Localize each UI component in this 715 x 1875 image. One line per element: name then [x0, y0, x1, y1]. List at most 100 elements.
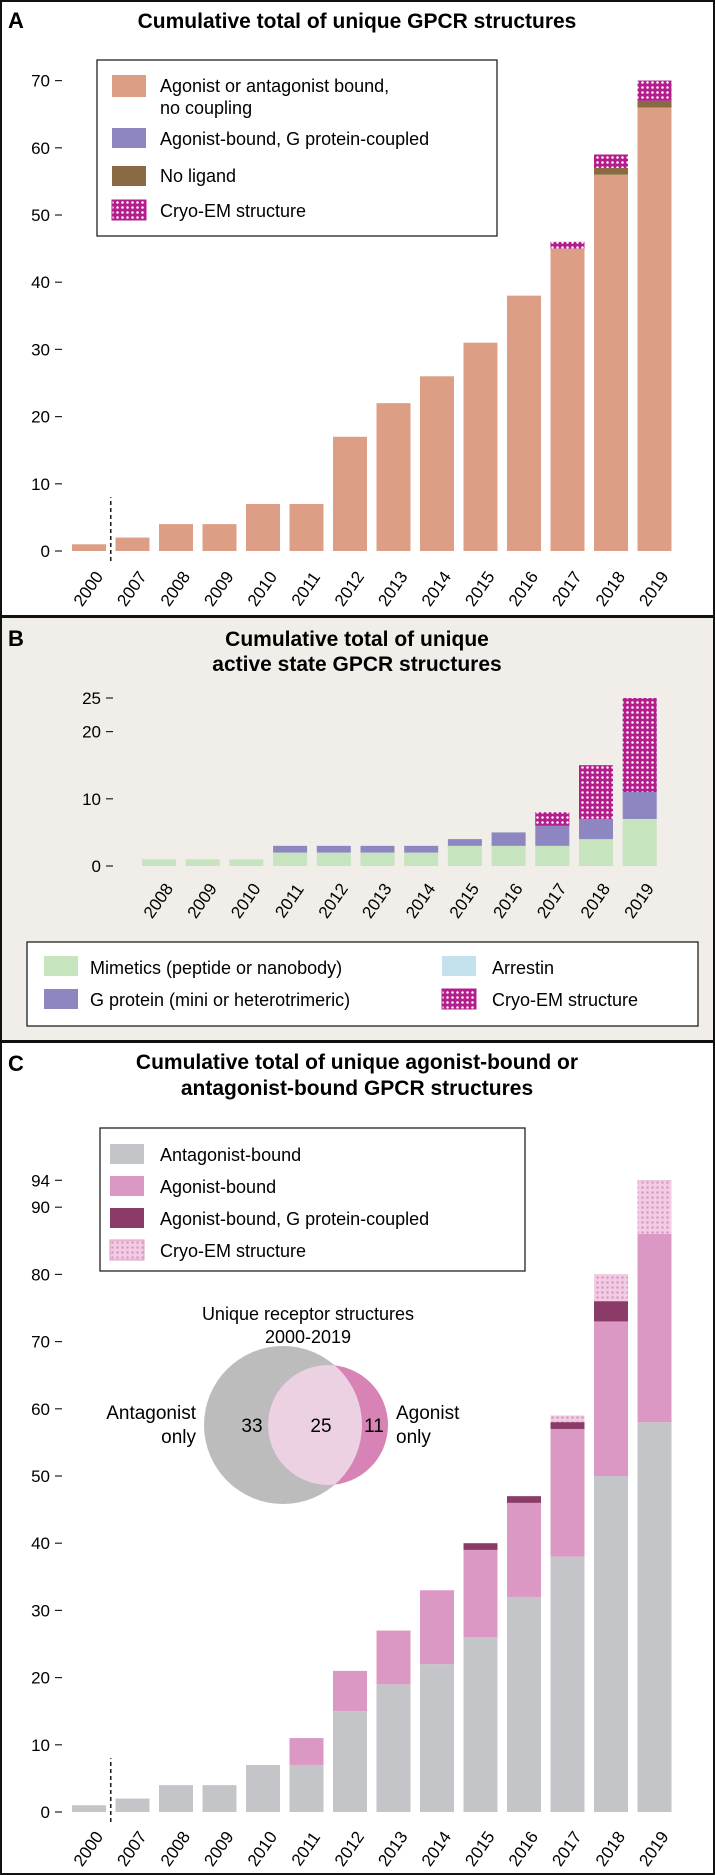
- bar-segment: [463, 1543, 498, 1550]
- bar-segment: [159, 1785, 193, 1812]
- panel-a-title: Cumulative total of unique GPCR structur…: [138, 10, 577, 33]
- bar-segment: [316, 852, 351, 866]
- bar-segment: [202, 1785, 237, 1812]
- legend-label: Agonist-bound: [160, 1177, 276, 1197]
- bar-segment: [637, 100, 672, 108]
- venn-right-label-line1: Agonist: [396, 1403, 460, 1424]
- bar-segment: [420, 1664, 454, 1812]
- bar-segment: [273, 845, 308, 853]
- bar-segment: [142, 859, 176, 866]
- legend-label: Cryo-EM structure: [492, 990, 638, 1010]
- cryo-em-segment: [622, 698, 657, 793]
- panel-a: A Cumulative total of unique GPCR struct…: [0, 0, 715, 617]
- legend-swatch: [112, 166, 146, 186]
- bar-segment: [637, 107, 672, 551]
- panel-c-bars: [72, 1180, 672, 1822]
- bar-segment: [360, 852, 395, 866]
- bar-segment: [420, 376, 454, 551]
- panel-b-letter: B: [8, 626, 24, 651]
- y-tick-label: 20: [82, 723, 101, 742]
- venn-title-line2: 2000-2019: [265, 1327, 351, 1347]
- y-tick-label: 0: [41, 1803, 50, 1822]
- bar-segment: [376, 403, 411, 551]
- y-tick-label: 40: [31, 1534, 50, 1553]
- bar-segment: [594, 1321, 628, 1476]
- bar-segment: [404, 845, 439, 853]
- panel-c-letter: C: [8, 1051, 24, 1076]
- panel-b: B Cumulative total of unique active stat…: [0, 616, 715, 1042]
- panel-c-title-line1: Cumulative total of unique agonist-bound…: [136, 1051, 578, 1074]
- venn-left-label-line1: Antagonist: [106, 1403, 197, 1424]
- legend-label: Antagonist-bound: [160, 1145, 301, 1165]
- y-tick-label: 25: [82, 689, 101, 708]
- panel-c-y-axis: 0 10 20 30 40 50 60 70 80 90 94: [31, 1171, 62, 1822]
- venn-diagram: Unique receptor structures 2000-2019 33 …: [106, 1304, 460, 1504]
- bar-segment: [289, 1738, 324, 1765]
- cryo-em-segment: [535, 812, 570, 826]
- panel-c-legend: Antagonist-bound Agonist-bound Agonist-b…: [99, 1127, 526, 1272]
- panel-a-bars: [72, 80, 672, 561]
- legend-box: [99, 1127, 526, 1272]
- cryo-em-segment: [579, 765, 613, 819]
- y-tick-label: 70: [31, 72, 50, 91]
- legend-label: Agonist or antagonist bound,: [160, 76, 389, 96]
- panel-a-y-axis: 0 10 20 30 40 50 60 70: [31, 72, 62, 561]
- bar-segment: [594, 167, 628, 175]
- bar-segment: [594, 1476, 628, 1812]
- legend-swatch: [112, 75, 146, 97]
- bar-segment: [507, 1496, 541, 1503]
- legend-label: Cryo-EM structure: [160, 1241, 306, 1261]
- y-tick-label: 70: [31, 1333, 50, 1352]
- panel-a-letter: A: [8, 8, 24, 33]
- bar-segment: [185, 859, 220, 866]
- bar-segment: [246, 1764, 280, 1812]
- bar-segment: [333, 436, 367, 551]
- venn-left-label-line2: only: [161, 1427, 196, 1448]
- venn-right-label-line2: only: [396, 1427, 431, 1448]
- legend-label: No ligand: [160, 166, 236, 186]
- legend-label: Cryo-EM structure: [160, 201, 306, 221]
- legend-swatch: [44, 956, 78, 976]
- bar-segment: [507, 295, 541, 551]
- bar-segment: [491, 845, 526, 866]
- bar-segment: [115, 537, 150, 551]
- bar-segment: [229, 859, 264, 866]
- legend-swatch-pattern: [441, 988, 477, 1010]
- bar-segment: [289, 1764, 324, 1812]
- y-tick-label: 50: [31, 206, 50, 225]
- y-tick-label: 10: [31, 475, 50, 494]
- panel-a-legend: Agonist or antagonist bound, no coupling…: [96, 59, 498, 237]
- bar-segment: [447, 845, 482, 866]
- y-tick-label: 20: [31, 1669, 50, 1688]
- cryo-em-segment: [637, 1180, 672, 1235]
- panel-c-title-line2: antagonist-bound GPCR structures: [181, 1077, 533, 1100]
- venn-title-line1: Unique receptor structures: [202, 1304, 414, 1324]
- bar-segment: [202, 524, 237, 551]
- bar-segment: [550, 248, 585, 551]
- bar-segment: [507, 1596, 541, 1812]
- legend-label: Agonist-bound, G protein-coupled: [160, 129, 429, 149]
- bar-segment: [463, 1549, 498, 1638]
- bar-segment: [420, 1590, 454, 1665]
- bar-segment: [507, 1502, 541, 1597]
- legend-label: Arrestin: [492, 958, 554, 978]
- y-tick-label: 90: [31, 1198, 50, 1217]
- venn-overlap-count: 25: [310, 1416, 331, 1437]
- legend-label: no coupling: [160, 98, 252, 118]
- bar-segment: [550, 1428, 585, 1557]
- legend-label: Agonist-bound, G protein-coupled: [160, 1209, 429, 1229]
- bar-segment: [637, 1422, 672, 1812]
- legend-swatch: [112, 128, 146, 148]
- y-tick-label: 30: [31, 340, 50, 359]
- bar-segment: [273, 852, 308, 866]
- y-tick-label: 30: [31, 1601, 50, 1620]
- legend-box: [96, 59, 498, 237]
- venn-right-count: 11: [364, 1416, 384, 1437]
- legend-swatch-pattern: [109, 1239, 145, 1261]
- bar-segment: [333, 1711, 367, 1812]
- bar-segment: [579, 839, 613, 866]
- bar-segment: [550, 1556, 585, 1812]
- bar-segment: [246, 503, 280, 551]
- cryo-em-segment: [637, 80, 672, 101]
- bar-segment: [72, 544, 106, 551]
